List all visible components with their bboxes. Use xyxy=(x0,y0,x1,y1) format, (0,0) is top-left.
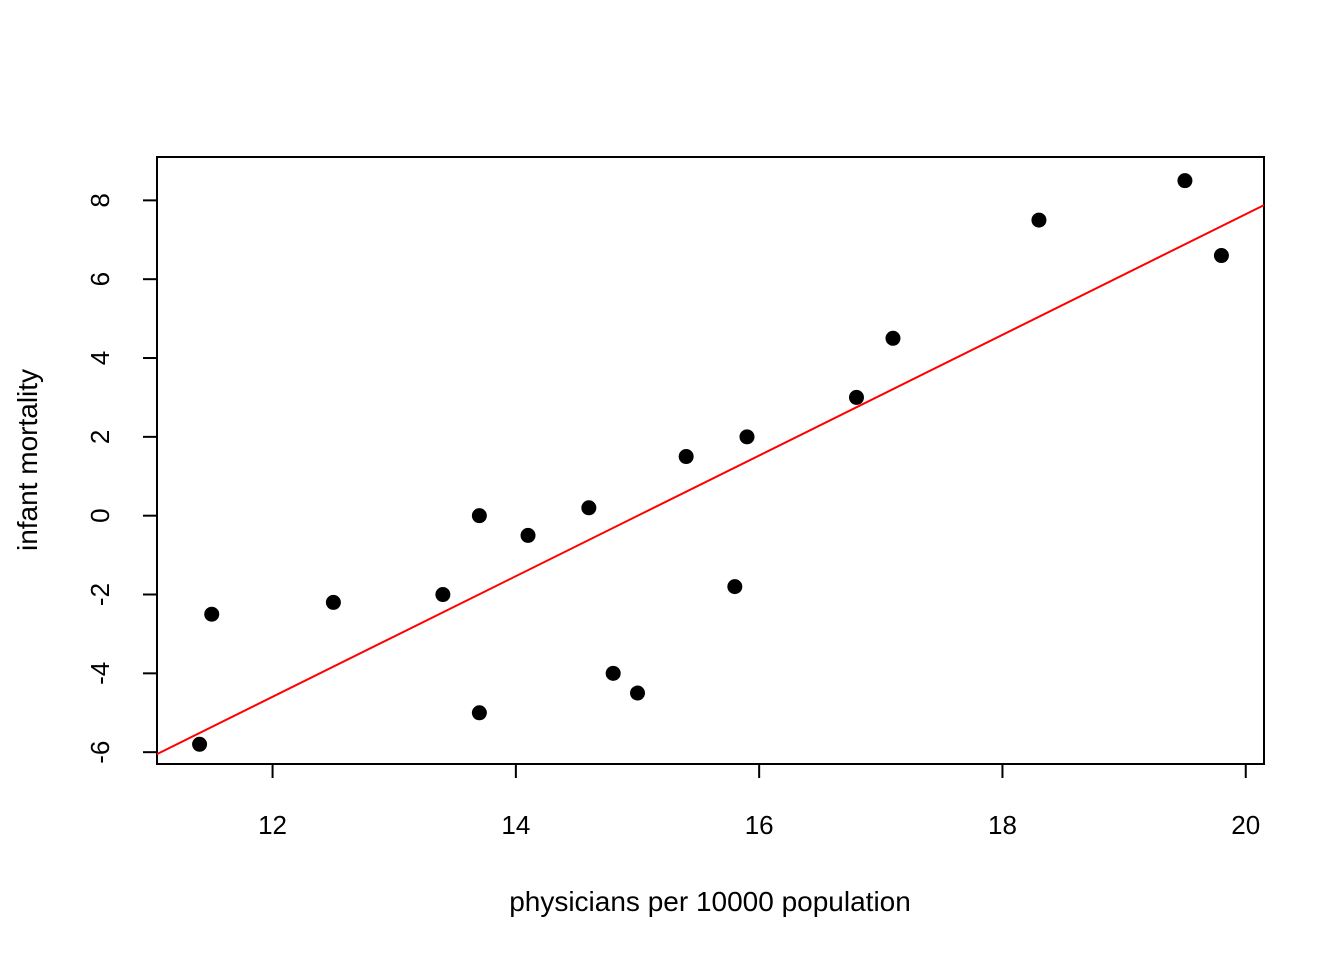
y-tick-label: 8 xyxy=(85,193,115,207)
data-point xyxy=(471,705,487,721)
data-points xyxy=(192,173,1229,752)
y-axis: -6 -4 -2 0 2 4 6 8 xyxy=(85,193,158,764)
data-point xyxy=(630,685,646,701)
data-point xyxy=(727,579,743,595)
y-tick-label: 6 xyxy=(85,272,115,286)
y-tick-label: -6 xyxy=(85,741,115,764)
x-axis: 12 14 16 18 20 xyxy=(258,763,1260,840)
y-tick-label: 2 xyxy=(85,430,115,444)
data-point xyxy=(605,665,621,681)
data-point xyxy=(848,389,864,405)
y-tick-label: -4 xyxy=(85,662,115,685)
x-tick-label: 18 xyxy=(988,810,1017,840)
data-point xyxy=(1213,248,1229,264)
data-point xyxy=(192,736,208,752)
data-point xyxy=(471,508,487,524)
regression-line xyxy=(156,204,1265,756)
data-point xyxy=(739,429,755,445)
data-point xyxy=(435,587,451,603)
y-tick-label: -2 xyxy=(85,583,115,606)
y-tick-label: 4 xyxy=(85,351,115,365)
data-point xyxy=(1177,173,1193,189)
data-point xyxy=(885,330,901,346)
data-point xyxy=(325,594,341,610)
x-tick-label: 20 xyxy=(1231,810,1260,840)
data-point xyxy=(678,449,694,465)
data-point xyxy=(1031,212,1047,228)
data-point xyxy=(520,527,536,543)
data-point xyxy=(204,606,220,622)
x-axis-label: physicians per 10000 population xyxy=(509,886,911,917)
x-tick-label: 12 xyxy=(258,810,287,840)
x-tick-label: 16 xyxy=(745,810,774,840)
y-axis-label: infant mortality xyxy=(12,369,43,551)
plot-frame xyxy=(156,156,1265,765)
data-point xyxy=(581,500,597,516)
y-tick-label: 0 xyxy=(85,508,115,522)
x-tick-label: 14 xyxy=(501,810,530,840)
